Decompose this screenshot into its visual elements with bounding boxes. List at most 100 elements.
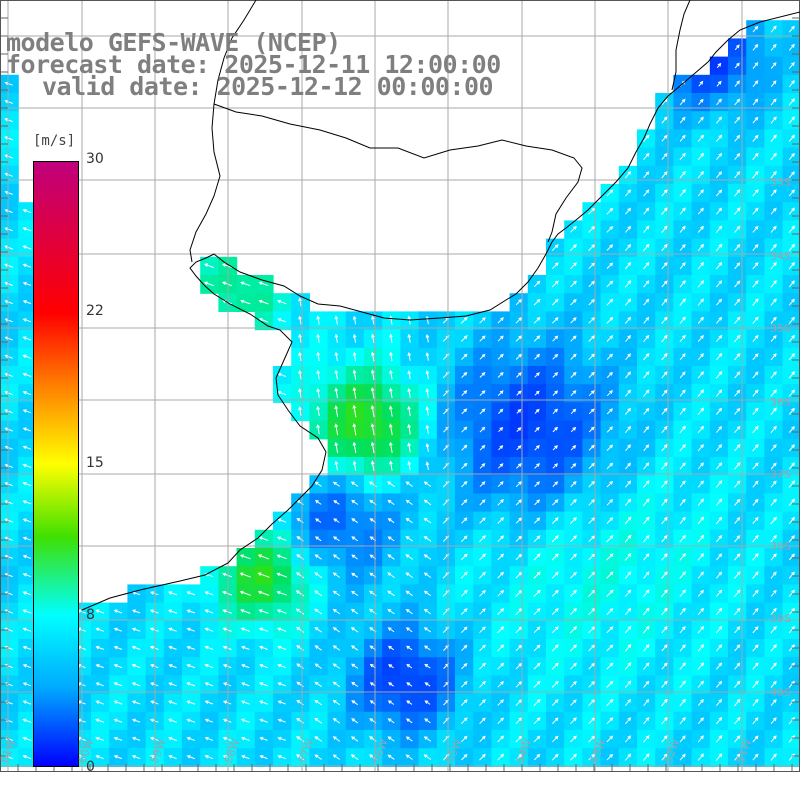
wind-arrow	[424, 700, 431, 705]
wind-arrow	[332, 754, 341, 760]
wind-arrow	[240, 609, 251, 614]
wind-arrow	[770, 43, 777, 51]
wind-arrow	[387, 608, 395, 615]
wind-arrow	[4, 118, 14, 123]
wind-arrow	[624, 680, 632, 689]
wind-arrow	[533, 517, 541, 524]
wind-arrow	[479, 553, 486, 561]
wind-arrow	[277, 736, 286, 741]
wind-arrow	[239, 590, 251, 596]
wind-arrow	[716, 698, 723, 707]
wind-arrow	[516, 463, 522, 469]
wind-arrow	[350, 645, 359, 651]
wind-arrow	[734, 626, 741, 634]
wind-arrow	[715, 261, 723, 270]
wind-arrow	[204, 591, 214, 596]
wind-arrow	[606, 244, 614, 251]
wind-arrow	[240, 281, 251, 287]
wind-arrow	[570, 444, 577, 451]
wind-arrow	[497, 571, 505, 579]
wind-arrow	[661, 134, 668, 142]
wind-arrow	[515, 662, 523, 670]
wind-arrow	[788, 243, 796, 252]
wind-arrow	[606, 499, 614, 506]
wind-arrow	[479, 371, 486, 378]
wind-arrow	[479, 444, 486, 451]
wind-arrow	[295, 572, 305, 579]
wind-arrow	[734, 644, 741, 652]
coastline	[81, 0, 800, 611]
wind-arrow	[479, 717, 486, 724]
wind-arrow	[352, 351, 357, 362]
wind-arrow	[661, 498, 668, 506]
wind-arrow	[606, 589, 614, 597]
wind-arrow	[570, 517, 577, 524]
wind-arrow	[624, 516, 632, 525]
wind-arrow	[570, 553, 577, 561]
wind-arrow	[788, 462, 795, 470]
wind-arrow	[405, 517, 413, 524]
border-path	[213, 103, 583, 243]
wind-arrow	[716, 680, 723, 688]
wind-arrow	[734, 535, 741, 543]
wind-arrow	[22, 500, 32, 505]
wind-arrow	[22, 591, 32, 596]
wind-arrow	[131, 682, 141, 687]
wind-arrow	[552, 735, 559, 743]
wind-arrow	[697, 116, 704, 124]
wind-arrow	[588, 662, 596, 670]
wind-arrow	[788, 662, 795, 670]
wind-arrow	[752, 571, 759, 579]
wind-arrow	[606, 626, 614, 634]
wind-arrow	[624, 170, 632, 179]
wind-arrow	[588, 535, 596, 543]
wind-arrow	[716, 98, 722, 106]
wind-arrow	[715, 716, 723, 725]
wind-arrow	[276, 572, 288, 578]
wind-arrow	[22, 463, 32, 468]
wind-arrow	[296, 736, 304, 742]
wind-arrow	[661, 626, 668, 634]
wind-arrow	[570, 317, 577, 324]
wind-arrow	[788, 498, 796, 507]
wind-arrow	[352, 423, 357, 436]
wind-arrow	[479, 626, 486, 634]
wind-arrow	[752, 280, 759, 288]
wind-arrow	[95, 736, 105, 741]
wind-arrow	[588, 408, 595, 415]
wind-arrow	[734, 680, 741, 688]
wind-arrow	[770, 170, 777, 179]
wind-arrow	[461, 681, 468, 688]
wind-arrow	[277, 682, 287, 687]
wind-arrow	[461, 408, 468, 415]
wind-arrow	[661, 298, 668, 306]
wind-arrow	[461, 371, 468, 378]
wind-arrow	[551, 608, 559, 615]
wind-arrow	[697, 480, 704, 488]
wind-arrow	[479, 463, 486, 469]
wind-arrow	[715, 589, 723, 597]
wind-arrow	[752, 243, 759, 251]
wind-arrow	[697, 553, 705, 561]
wind-arrow	[552, 426, 559, 433]
wind-arrow	[588, 753, 596, 761]
wind-arrow	[661, 553, 668, 561]
wind-arrow	[314, 645, 322, 651]
wind-arrow	[131, 609, 141, 614]
wind-arrow	[734, 44, 740, 51]
wind-arrow	[461, 462, 468, 470]
wind-arrow	[4, 227, 13, 232]
latitude-label: 37S	[770, 468, 791, 481]
wind-arrow	[298, 369, 302, 380]
wind-arrow	[22, 573, 32, 578]
latitude-label: 34S	[770, 250, 791, 263]
wind-arrow	[643, 243, 650, 252]
wind-arrow	[351, 572, 359, 578]
wind-arrow	[770, 371, 777, 379]
wind-arrow	[734, 589, 741, 598]
wind-arrow	[258, 318, 269, 323]
wind-arrow	[22, 736, 32, 741]
wind-arrow	[497, 481, 504, 488]
wind-arrow	[661, 662, 668, 670]
wind-arrow	[588, 498, 596, 506]
